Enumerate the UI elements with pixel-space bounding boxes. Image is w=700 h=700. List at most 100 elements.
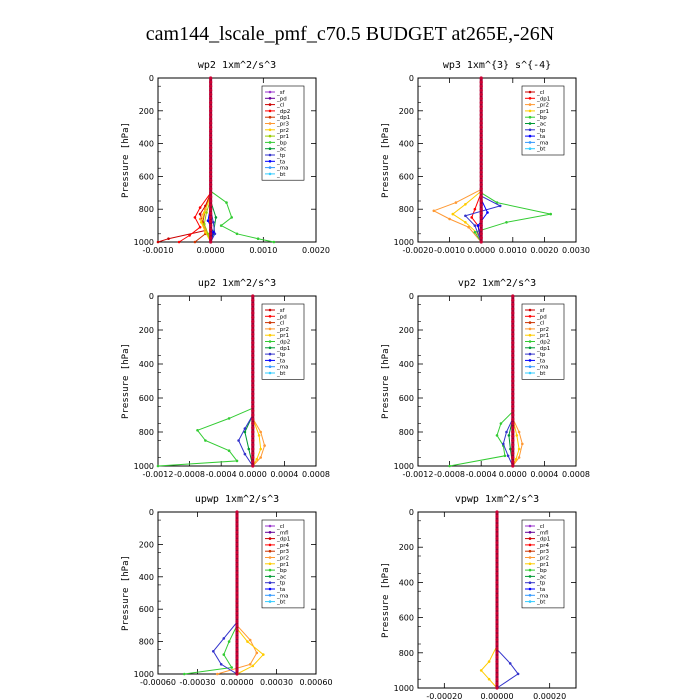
legend-marker — [268, 537, 272, 540]
zero-profile-point — [235, 550, 239, 555]
series-point-pr1 — [451, 212, 455, 216]
series-point-pr2 — [259, 456, 263, 459]
zero-profile-point — [511, 362, 515, 366]
legend: _sf_pd_cl_pr2_pr1_dp2_dp1_tp_ta_ma_bt — [261, 303, 305, 380]
panel-title: wp2 1xm^2/s^3 — [198, 60, 276, 71]
zero-profile-point — [251, 434, 255, 438]
legend-label: _ta — [536, 134, 545, 140]
legend-label: _pr4 — [276, 543, 290, 549]
legend-marker — [528, 122, 532, 125]
legend-marker — [268, 109, 272, 113]
legend-label: _pr1 — [276, 134, 289, 140]
zero-profile-point — [495, 567, 499, 571]
y-tick-label: 1000 — [394, 238, 414, 247]
legend-label: _pr2 — [276, 556, 289, 562]
zero-profile-point — [251, 336, 255, 341]
legend-marker — [268, 128, 272, 132]
legend-marker — [528, 365, 532, 369]
legend-marker — [268, 321, 272, 324]
series-point-tp — [464, 214, 467, 218]
zero-profile-point — [479, 146, 483, 150]
series-point-pr2 — [216, 672, 219, 676]
zero-profile-point — [511, 451, 515, 455]
zero-profile-point — [209, 195, 213, 199]
zero-profile-point — [495, 602, 499, 607]
zero-profile-point — [209, 88, 213, 92]
series-point-bp — [473, 230, 477, 234]
x-tick-label: -0.0004 — [466, 470, 497, 479]
zero-profile-point — [235, 640, 239, 644]
legend-label: _ac — [536, 574, 546, 580]
zero-profile-point — [495, 624, 499, 629]
zero-profile-point — [235, 518, 239, 522]
y-axis-label: Pressure [hPa] — [381, 343, 391, 419]
legend-label: _dp1 — [536, 537, 550, 543]
x-tick-label: 0.0030 — [562, 246, 590, 255]
zero-profile-point — [251, 404, 255, 409]
legend: _cl_dp1_pr2_pr1_bp_ac_tp_ta_ma_bt — [521, 85, 565, 156]
legend-label: _cl — [276, 103, 285, 109]
series-point-bp — [256, 237, 260, 240]
zero-profile-point — [511, 366, 515, 370]
legend-label: _pr1 — [276, 562, 289, 568]
legend-marker — [528, 327, 532, 331]
zero-profile-point — [235, 603, 239, 607]
series-point-dp1 — [470, 216, 474, 219]
zero-profile-point — [209, 129, 213, 133]
legend-marker — [268, 115, 272, 119]
legend-marker — [268, 365, 272, 369]
series-point-dp2 — [495, 434, 499, 437]
legend-marker — [528, 524, 532, 528]
zero-profile-point — [251, 319, 255, 324]
legend-marker — [528, 333, 532, 337]
zero-profile-point — [251, 417, 255, 421]
y-tick-label: 200 — [399, 326, 414, 335]
series-point-pr2 — [204, 230, 207, 234]
legend-label: _pr4 — [536, 543, 550, 549]
zero-profile-point — [495, 607, 499, 611]
y-tick-label: 0 — [409, 292, 414, 301]
zero-profile-point — [511, 375, 515, 379]
legend-label: _bp — [536, 115, 547, 121]
x-tick-label: 0.00020 — [533, 692, 566, 700]
legend-label: _bt — [276, 600, 286, 606]
legend: _cl_mfl_dp1_pr4_pr3_pr2_pr1_bp_ac_tp_ta_… — [521, 519, 565, 609]
legend-marker — [268, 122, 272, 125]
zero-profile-point — [511, 387, 515, 392]
zero-profile-point — [209, 150, 213, 154]
series-point-pr2 — [248, 663, 252, 666]
legend-marker — [268, 308, 272, 312]
series-point-pr1 — [479, 669, 483, 672]
plot-frame — [417, 295, 577, 467]
series-point-pr1 — [205, 211, 208, 214]
series-line-pr1 — [236, 512, 265, 675]
zero-profile-point — [479, 109, 483, 113]
zero-profile-point — [209, 80, 213, 84]
zero-profile-point — [479, 158, 483, 162]
y-tick-label: 800 — [399, 649, 414, 658]
series-point-dp2 — [503, 454, 507, 458]
series-point-tp — [516, 672, 520, 676]
zero-profile-point — [251, 332, 255, 336]
zero-profile-point — [251, 409, 255, 413]
y-tick-label: 0 — [149, 74, 154, 83]
zero-profile-point — [495, 686, 499, 690]
zero-profile-point — [495, 510, 499, 514]
zero-profile-point — [235, 611, 239, 615]
legend-label: _tp — [536, 352, 546, 358]
legend-label: _pr3 — [536, 549, 550, 555]
zero-profile-point — [495, 633, 499, 637]
zero-profile-point — [209, 162, 213, 166]
zero-profile-point — [209, 224, 213, 228]
legend-label: _cl — [276, 321, 285, 327]
x-tick-label: -0.0012 — [143, 470, 174, 479]
legend-label: _ta — [276, 587, 285, 593]
zero-profile-point — [235, 559, 239, 563]
legend-label: _pr1 — [536, 333, 549, 339]
legend-marker — [528, 575, 532, 578]
zero-profile-point — [495, 677, 499, 681]
zero-profile-point — [479, 183, 483, 187]
legend-label: _bp — [276, 568, 287, 574]
series-point-pr1 — [257, 434, 261, 437]
x-tick-label: -0.0004 — [206, 470, 237, 479]
